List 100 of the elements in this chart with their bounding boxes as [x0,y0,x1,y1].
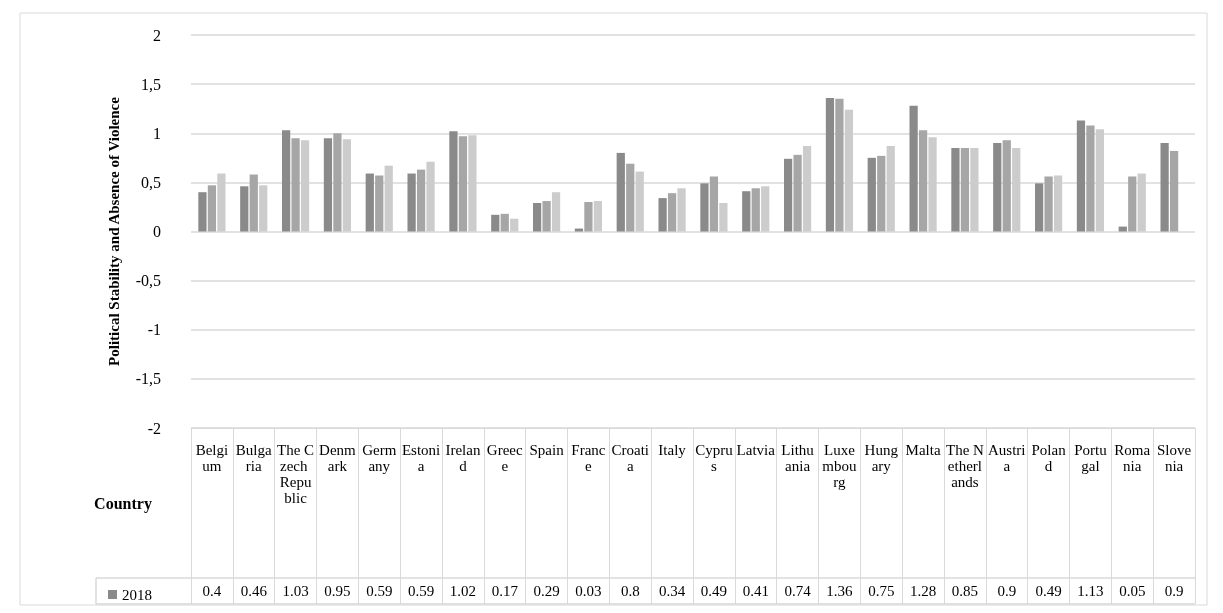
bar [198,192,207,232]
x-tick-label: Bulgaria [235,442,272,474]
data-label: 0.4 [202,583,222,599]
bar [1053,175,1063,232]
bar [458,136,468,232]
bar [793,154,802,232]
bar [532,203,542,232]
bar [1086,125,1095,232]
x-tick-label: The Czech Republic [277,442,315,506]
x-tick-label: Austria [988,442,1026,474]
bar [616,152,625,232]
bar [877,155,886,232]
data-label: 0.9 [1164,583,1184,599]
data-label: 0.29 [533,583,560,599]
x-tick-label: The Netherlands [945,442,985,490]
bar [449,131,458,232]
bar [802,146,812,232]
data-label: 0.17 [491,583,519,599]
x-tick-label: Estonia [401,442,441,474]
bar [909,105,918,232]
y-tick-label: 0 [153,223,161,240]
y-tick-label: -0,5 [135,272,161,290]
data-label: 0.95 [324,583,351,599]
bar [426,161,435,232]
data-label: 1.13 [1077,583,1104,599]
bar [844,109,854,232]
bar [709,176,719,232]
bar [491,214,500,232]
bar [993,143,1002,232]
bar [593,201,603,232]
data-label: 0.59 [366,583,393,599]
bar [928,137,937,232]
x-tick-label: France [571,442,606,474]
bar [207,185,217,232]
x-tick-label: Hungary [864,442,899,474]
bar [1169,150,1179,232]
bar [500,213,509,232]
bar [835,98,844,232]
bar [574,228,584,232]
bar [291,138,300,232]
bar [259,185,268,232]
bar [867,157,876,232]
x-tick-label: Italy [658,442,687,458]
bar [510,218,519,232]
data-label: 0.03 [575,583,602,599]
bar [1118,226,1127,232]
bar [918,130,928,232]
bar [700,183,709,232]
bar [551,192,561,232]
bar [626,163,635,232]
bar [1160,143,1169,232]
bar [960,147,970,232]
y-axis-title: Political Stability and Absence of Violence [105,96,122,366]
bar [300,140,310,232]
data-label: 1.28 [909,583,937,599]
x-tick-label: Slovenia [1157,442,1192,474]
bar [742,191,751,232]
bar [407,173,416,232]
x-tick-label: Romania [1114,442,1151,474]
data-label: 0.85 [951,583,979,599]
bar [1128,176,1137,232]
bar [658,198,667,232]
x-tick-label: Spain [529,442,565,458]
y-tick-label: -2 [147,419,161,437]
y-tick-label: 0,5 [141,173,161,191]
data-label: 0.8 [620,583,640,599]
x-tick-label: Denmark [319,442,357,474]
x-tick-label: Poland [1031,442,1067,474]
x-axis-title: Country [94,494,152,513]
bar [365,173,374,232]
data-label: 0.9 [997,583,1017,599]
legend-label: 2018 [122,586,152,603]
bar [751,188,760,232]
bar [584,202,593,232]
data-label: 0.59 [407,583,435,599]
y-tick-label: 1,5 [141,75,161,93]
bar [375,175,384,232]
bar [667,193,677,232]
bar [1034,183,1044,232]
bar [323,138,333,232]
bar [825,97,835,232]
bar [970,147,979,232]
y-tick-label: -1 [147,321,161,339]
bar [719,203,728,232]
bar [886,146,895,232]
bar [333,133,342,232]
data-label: 0.46 [240,583,268,599]
data-label: 0.49 [700,583,728,599]
bar [783,158,793,232]
bar [951,147,960,232]
data-label: 0.49 [1035,583,1062,599]
bar [342,139,352,232]
x-tick-label: Malta [905,442,941,458]
data-label: 0.34 [658,583,686,599]
data-label: 1.36 [826,583,854,599]
y-tick-label: 2 [153,26,161,44]
bar [1076,120,1086,232]
bar [249,174,258,232]
bar [384,165,393,232]
bar [281,130,291,232]
